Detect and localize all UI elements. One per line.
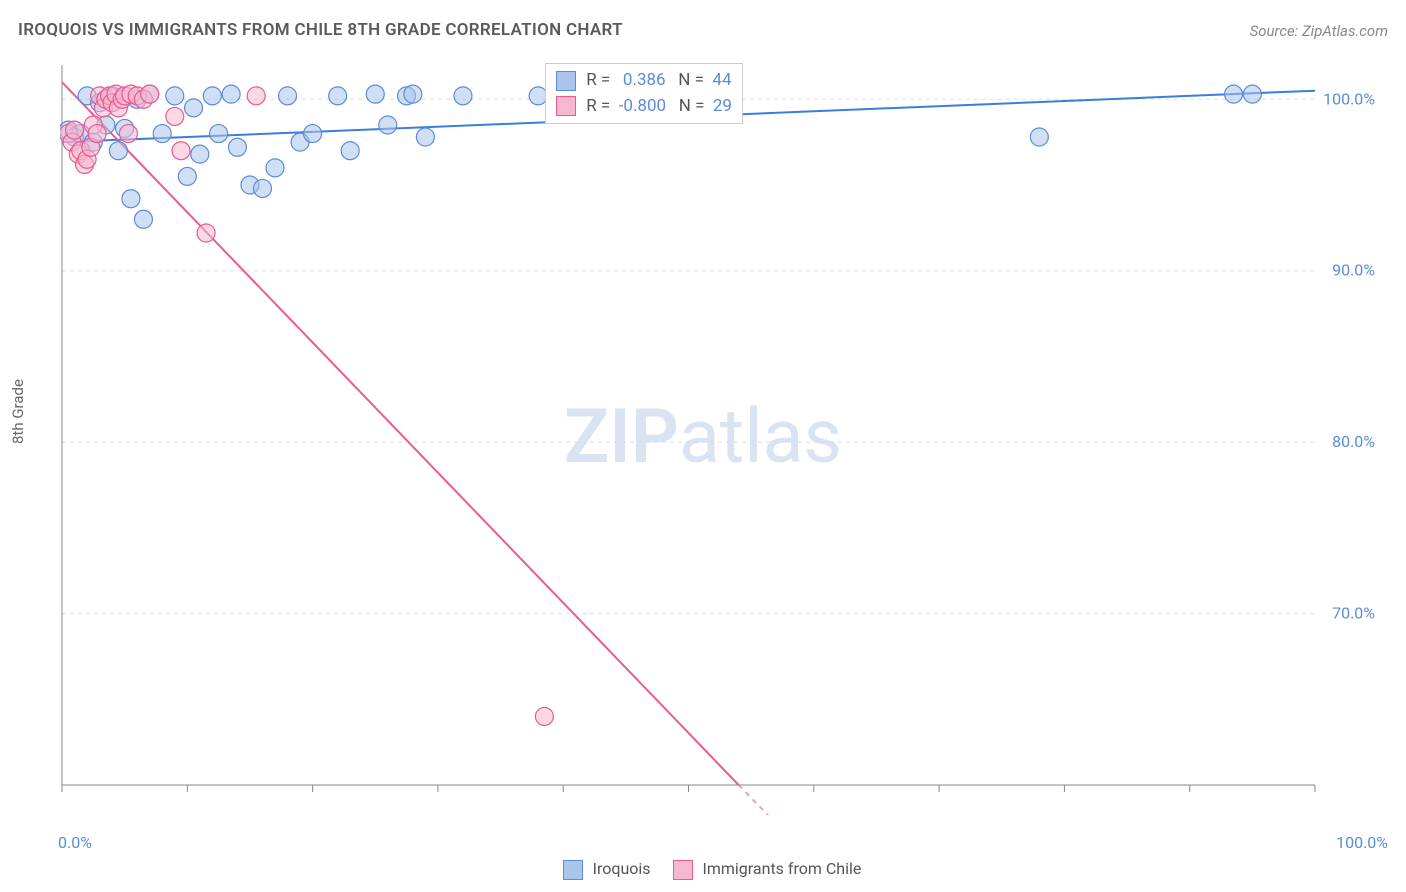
swatch-chile [556,96,576,116]
legend-label-chile: Immigrants from Chile [703,859,862,878]
source-label: Source: ZipAtlas.com [1250,22,1388,40]
swatch-iroquois-bottom [563,860,583,880]
svg-text:90.0%: 90.0% [1332,261,1375,280]
x-tick-min: 0.0% [58,833,92,852]
svg-text:80.0%: 80.0% [1332,432,1375,451]
x-tick-max: 100.0% [1336,833,1388,852]
series-legend: Iroquois Immigrants from Chile [0,859,1406,880]
correlation-legend: R = 0.386 N = 44 R = -0.800 N = 29 [545,63,743,124]
svg-text:70.0%: 70.0% [1332,604,1375,623]
chart-container: IROQUOIS VS IMMIGRANTS FROM CHILE 8TH GR… [0,0,1406,892]
chart-title: IROQUOIS VS IMMIGRANTS FROM CHILE 8TH GR… [18,20,623,40]
svg-text:100.0%: 100.0% [1323,89,1375,108]
y-axis-label: 8th Grade [9,379,27,444]
legend-row-iroquois: R = 0.386 N = 44 [556,68,732,94]
legend-label-iroquois: Iroquois [593,859,651,878]
legend-row-chile: R = -0.800 N = 29 [556,94,732,120]
swatch-chile-bottom [673,860,693,880]
swatch-iroquois [556,71,576,91]
scatter-plot: 70.0% 80.0% 90.0% 100.0% [60,55,1385,815]
